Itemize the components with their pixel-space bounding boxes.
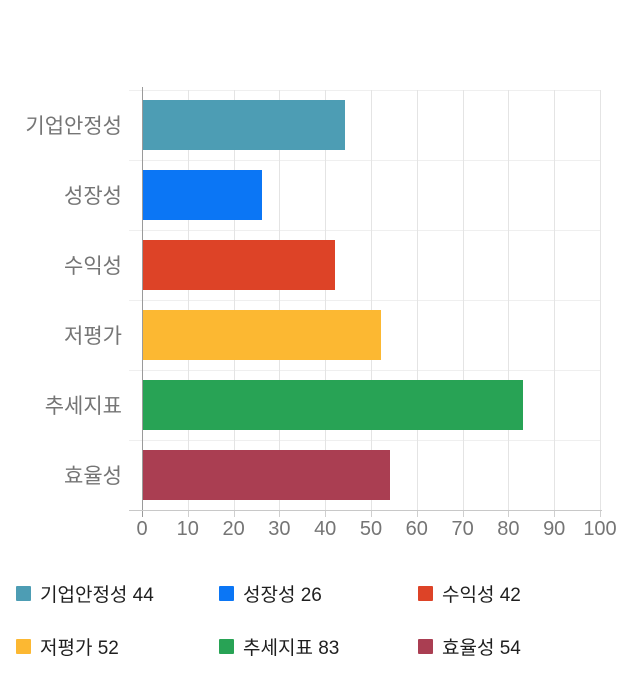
row-gridline	[129, 160, 600, 161]
row-gridline	[129, 90, 600, 91]
x-tick-label: 90	[543, 518, 566, 540]
bar[interactable]	[143, 380, 524, 430]
x-axis-tick	[142, 511, 143, 517]
legend-item-trend-indicator[interactable]: 추세지표 83	[219, 635, 340, 659]
legend-swatch-icon	[418, 585, 433, 601]
legend-item-growth[interactable]: 성장성 26	[219, 582, 322, 606]
legend-label: 효율성 54	[442, 637, 521, 659]
x-tick-label: 50	[359, 518, 383, 540]
legend-swatch-icon	[16, 638, 31, 654]
bar[interactable]	[143, 310, 382, 360]
legend-item-corporate-stability[interactable]: 기업안정성 44	[16, 582, 154, 606]
legend-item-efficiency[interactable]: 효율성 54	[418, 635, 521, 659]
legend-label: 저평가 52	[40, 637, 119, 659]
vertical-gridline	[462, 90, 464, 510]
x-axis-tick	[279, 511, 281, 517]
legend-swatch-icon	[219, 585, 234, 601]
vertical-gridline	[600, 90, 601, 510]
bar[interactable]	[143, 450, 391, 500]
y-axis-label: 수익성	[64, 255, 122, 278]
x-axis-tick	[325, 511, 327, 517]
y-axis-label: 성장성	[64, 185, 122, 208]
plot-area: 0 10 20 30 40 50 60 70 80 90 100	[129, 87, 617, 540]
vertical-gridline	[508, 90, 510, 510]
x-axis-tick	[508, 511, 510, 517]
legend-label: 성장성 26	[243, 584, 322, 606]
legend-label: 기업안정성 44	[40, 584, 154, 606]
x-tick-label: 60	[405, 518, 428, 540]
x-axis-line	[129, 510, 602, 511]
vertical-gridline	[279, 90, 281, 510]
y-axis-label: 저평가	[64, 325, 122, 348]
x-axis-tick	[416, 511, 418, 517]
x-axis-tick	[233, 511, 235, 517]
x-tick-label: 100	[583, 518, 617, 540]
x-axis-tick	[371, 511, 372, 517]
x-axis-tick	[187, 511, 189, 517]
row-gridline	[129, 370, 600, 371]
row-gridline	[129, 230, 600, 231]
row-gridline	[129, 440, 600, 441]
vertical-gridline	[371, 90, 372, 510]
legend-swatch-icon	[219, 638, 234, 654]
legend-swatch-icon	[418, 638, 433, 654]
vertical-gridline	[187, 90, 189, 510]
y-axis-line	[142, 87, 143, 513]
legend-item-profitability[interactable]: 수익성 42	[418, 582, 521, 606]
legend-item-undervaluation[interactable]: 저평가 52	[16, 635, 119, 659]
x-axis-tick	[554, 511, 556, 517]
x-axis-tick	[462, 511, 464, 517]
x-axis-tick	[600, 511, 601, 517]
y-axis-label: 기업안정성	[25, 115, 122, 138]
x-tick-label: 40	[314, 518, 337, 540]
x-tick-label: 30	[268, 518, 291, 540]
x-tick-label: 10	[176, 518, 199, 540]
vertical-gridline	[554, 90, 556, 510]
legend-label: 추세지표 83	[243, 637, 340, 659]
row-gridline	[129, 300, 600, 301]
x-tick-label: 0	[136, 518, 148, 540]
vertical-gridline	[416, 90, 418, 510]
x-tick-label: 70	[451, 518, 474, 540]
bar[interactable]	[143, 170, 263, 220]
x-tick-label: 20	[222, 518, 245, 540]
y-axis-label: 효율성	[64, 465, 122, 488]
x-tick-label: 80	[497, 518, 520, 540]
vertical-gridline	[233, 90, 235, 510]
y-axis-label: 추세지표	[44, 395, 122, 418]
legend-label: 수익성 42	[442, 584, 521, 606]
vertical-gridline	[325, 90, 327, 510]
bar[interactable]	[143, 100, 345, 150]
legend-swatch-icon	[16, 585, 31, 601]
bar[interactable]	[143, 240, 336, 290]
